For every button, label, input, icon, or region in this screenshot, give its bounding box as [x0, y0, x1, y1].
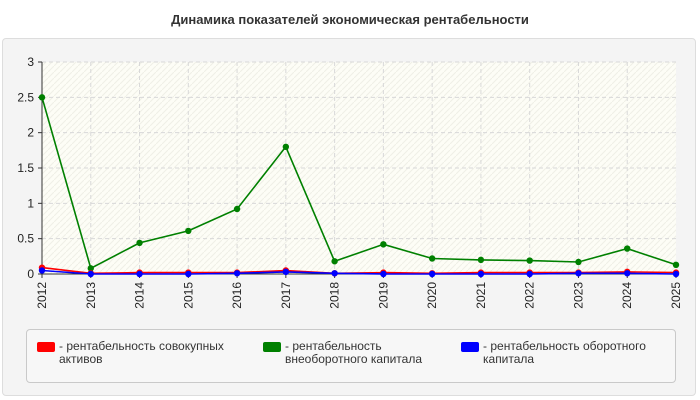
data-point	[526, 257, 533, 264]
data-point	[428, 270, 436, 278]
legend-swatch-blue	[461, 342, 479, 352]
series-line	[41, 269, 677, 275]
x-tick-label: 2024	[620, 282, 634, 309]
data-point	[575, 270, 582, 277]
data-point	[331, 270, 338, 277]
legend-item-noncurrent-capital[interactable]: - рентабельность внеоборотного капитала	[263, 340, 453, 366]
x-tick-label: 2016	[230, 282, 244, 309]
legend-item-total-assets[interactable]: - рентабельность совокупных активов	[37, 340, 247, 366]
x-tick-label: 2012	[35, 282, 49, 309]
x-tick-label: 2021	[474, 282, 488, 309]
data-point	[526, 270, 533, 278]
y-tick-label: 0.5	[17, 232, 34, 246]
legend-swatch-red	[37, 342, 55, 352]
x-tick-label: 2015	[181, 282, 195, 309]
data-point	[575, 258, 582, 266]
label-layer: 0 0.5 1 1.5 2 2.5 3 2012 2013 2014 2015 2016 2017 201…	[17, 55, 683, 309]
data-point	[282, 143, 290, 150]
y-tick-label: 2	[27, 126, 34, 140]
data-point	[87, 270, 94, 278]
data-point	[380, 241, 387, 248]
x-tick-label: 2020	[425, 282, 439, 309]
data-point	[380, 270, 387, 278]
data-point	[624, 270, 631, 277]
x-tick-label: 2019	[376, 282, 390, 309]
data-point	[233, 270, 241, 277]
data-point	[136, 239, 143, 247]
y-tick-label: 2.5	[17, 90, 34, 104]
x-tick-label: 2025	[669, 282, 683, 309]
legend-label: - рентабельность совокупных активов	[59, 339, 224, 366]
data-point	[672, 270, 680, 278]
data-point	[38, 94, 46, 101]
data-point	[477, 256, 485, 264]
legend-item-current-capital[interactable]: - рентабельность оборотного капитала	[461, 340, 671, 366]
data-point	[477, 270, 485, 278]
series-layer	[38, 94, 680, 278]
data-point	[428, 255, 436, 262]
y-tick-label: 3	[27, 55, 34, 69]
y-tick-label: 0	[27, 267, 34, 281]
x-tick-label: 2018	[328, 282, 342, 309]
data-point	[136, 270, 143, 278]
x-tick-label: 2023	[571, 282, 585, 309]
data-point	[624, 245, 631, 252]
x-tick-label: 2014	[133, 282, 147, 309]
y-tick-label: 1	[27, 196, 34, 210]
data-point	[331, 258, 338, 265]
legend-label: - рентабельность оборотного капитала	[483, 339, 646, 366]
data-point	[672, 261, 680, 269]
x-tick-label: 2017	[279, 282, 293, 309]
series-line	[41, 97, 677, 270]
data-point	[38, 267, 46, 274]
data-point	[87, 265, 94, 272]
chart-title: Динамика показателей экономическая рента…	[171, 12, 529, 27]
data-point	[185, 227, 192, 235]
data-point	[282, 268, 290, 276]
data-point	[233, 205, 241, 213]
legend-label: - рентабельность внеоборотного капитала	[285, 339, 422, 366]
grid-layer	[42, 61, 676, 275]
y-tick-label: 1.5	[17, 161, 34, 175]
x-tick-label: 2022	[523, 282, 537, 309]
data-point	[185, 270, 192, 278]
legend-swatch-green	[263, 342, 281, 352]
legend: - рентабельность совокупных активов - ре…	[26, 329, 676, 383]
x-tick-label: 2013	[84, 282, 98, 309]
